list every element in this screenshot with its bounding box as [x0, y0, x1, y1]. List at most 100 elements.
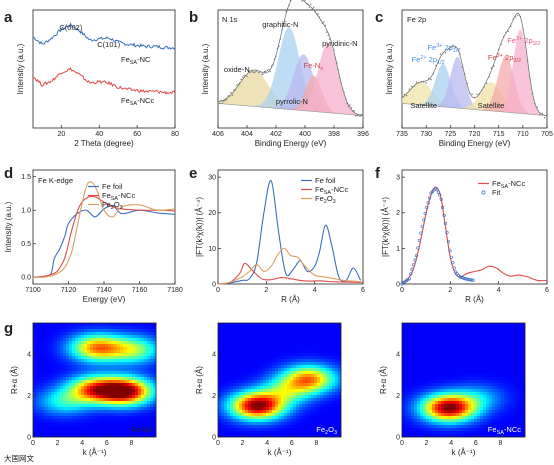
panel-g-map-cell: [477, 323, 481, 327]
panel-g-map-cell: [233, 386, 237, 390]
panel-g-map-cell: [426, 344, 430, 348]
panel-g-map-cell: [275, 353, 279, 357]
panel-g-map-cell: [420, 356, 424, 360]
panel-g-map-cell: [489, 398, 493, 402]
panel-g-map-cell: [114, 356, 118, 360]
panel-g-map-cell: [120, 401, 124, 405]
panel-g-map-cell: [108, 431, 112, 435]
panel-g-map-cell: [435, 341, 439, 345]
panel-g-map-cell: [45, 332, 49, 336]
panel-c-data-point: [546, 115, 548, 118]
panel-g-map-cell: [248, 434, 252, 438]
panel-e-xtick-label: 6: [361, 287, 365, 294]
panel-g-map-cell: [221, 434, 225, 438]
panel-b-data-point: [273, 58, 276, 60]
panel-g-map-cell: [402, 344, 406, 348]
panel-g-map-cell: [287, 368, 291, 372]
panel-g-map-cell: [81, 413, 85, 417]
panel-g-map-cell: [36, 407, 40, 411]
panel-g-map-cell: [432, 422, 436, 426]
panel-g-map-cell: [36, 344, 40, 348]
panel-g-map-cell: [429, 323, 433, 327]
panel-g-map-cell: [218, 380, 222, 384]
panel-g-map-cell: [335, 335, 339, 339]
panel-g-map-cell: [299, 401, 303, 405]
panel-g-map-cell: [230, 380, 234, 384]
panel-g-map-cell: [248, 401, 252, 405]
panel-g-map-cell: [266, 380, 270, 384]
panel-f-fit-point: [465, 277, 469, 281]
panel-b-data-point: [236, 84, 238, 87]
panel-b-data-point: [260, 73, 263, 76]
panel-g-map-cell: [450, 413, 454, 417]
panel-g-map-cell: [290, 431, 294, 435]
panel-g-map-cell: [108, 398, 112, 402]
panel-c-data-point: [522, 28, 524, 30]
panel-g-map-cell: [90, 386, 94, 390]
panel-g-map-cell: [33, 392, 37, 396]
panel-g-map-cell: [456, 374, 460, 378]
panel-g-map-cell: [236, 392, 240, 396]
panel-g-map-cell: [254, 404, 258, 408]
panel-g-map-cell: [278, 428, 282, 432]
panel-g-map-cell: [320, 413, 324, 417]
panel-g-map-cell: [84, 332, 88, 336]
panel-g-map-cell: [468, 392, 472, 396]
panel-g-map-cell: [227, 380, 231, 384]
panel-g-map-cell: [308, 416, 312, 420]
panel-b-data-point: [218, 102, 221, 105]
panel-g-map-cell: [498, 434, 502, 438]
panel-g-map-cell: [138, 410, 142, 414]
panel-g-map-cell: [114, 431, 118, 435]
panel-g-map-cell: [66, 374, 70, 378]
panel-g-map-cell: [495, 383, 499, 387]
panel-g-map-cell: [338, 389, 342, 393]
panel-g-map-cell: [218, 350, 222, 354]
panel-g-map-cell: [87, 365, 91, 369]
panel-g-map-cell: [33, 428, 37, 432]
panel-g-map-cell: [51, 407, 55, 411]
panel-g-map-cell: [335, 422, 339, 426]
panel-g-map-cell: [332, 401, 336, 405]
panel-g-map-cell: [251, 431, 255, 435]
panel-g-map: [218, 323, 342, 438]
panel-g-map-cell: [39, 428, 43, 432]
panel-g-map-cell: [299, 386, 303, 390]
panel-b-xtick-label: 396: [357, 131, 369, 138]
panel-g-map-cell: [278, 341, 282, 345]
panel-g-map-cell: [453, 353, 457, 357]
panel-c-component-label: Fe2+ 2p1/2: [412, 55, 445, 66]
panel-g-map-cell: [435, 377, 439, 381]
panel-g-map-cell: [474, 344, 478, 348]
panel-g-map-cell: [78, 380, 82, 384]
panel-g-map-cell: [39, 350, 43, 354]
panel-g-map-cell: [302, 395, 306, 399]
panel-g-map-cell: [150, 428, 154, 432]
panel-g-map-cell: [263, 404, 267, 408]
panel-g-map-cell: [230, 329, 234, 333]
panel-g-map-cell: [501, 350, 505, 354]
panel-g-map-cell: [63, 383, 67, 387]
panel-g-map-cell: [438, 413, 442, 417]
panel-g-map-cell: [81, 425, 85, 429]
panel-g-map-cell: [281, 383, 285, 387]
panel-g-map-cell: [248, 422, 252, 426]
panel-g-map-cell: [93, 332, 97, 336]
panel-g-map-cell: [117, 422, 121, 426]
panel-g-map-cell: [468, 332, 472, 336]
panel-g-map-cell: [447, 338, 451, 342]
panel-g-map-cell: [269, 377, 273, 381]
panel-g-map-cell: [510, 398, 514, 402]
panel-g-map-cell: [48, 329, 52, 333]
panel-g-map-cell: [293, 329, 297, 333]
panel-g-map-cell: [260, 371, 264, 375]
panel-g-map-cell: [33, 401, 37, 405]
panel-g-map-cell: [93, 359, 97, 363]
panel-g-map-cell: [135, 428, 139, 432]
panel-g-map-cell: [242, 365, 246, 369]
panel-g-map-cell: [287, 398, 291, 402]
panel-g-map-cell: [420, 350, 424, 354]
panel-g-map-cell: [441, 398, 445, 402]
panel-g-map-cell: [320, 368, 324, 372]
panel-g-map-cell: [257, 332, 261, 336]
